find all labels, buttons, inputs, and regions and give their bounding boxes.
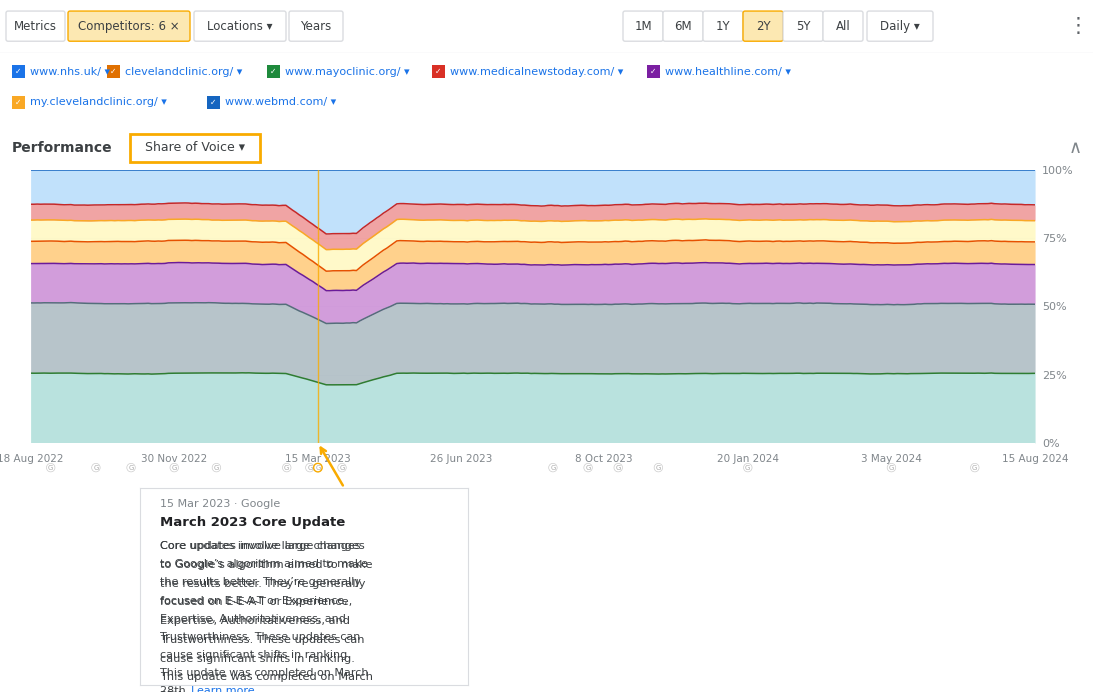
Text: Expertise, Authoritativeness, and: Expertise, Authoritativeness, and: [160, 616, 350, 626]
FancyBboxPatch shape: [193, 11, 286, 42]
FancyArrowPatch shape: [320, 448, 343, 486]
Text: ⋮: ⋮: [1068, 16, 1089, 36]
Text: www.nhs.uk/ ▾: www.nhs.uk/ ▾: [30, 66, 110, 77]
FancyBboxPatch shape: [12, 65, 25, 78]
Text: 28th.: 28th.: [160, 686, 192, 692]
Text: Share of Voice ▾: Share of Voice ▾: [145, 141, 245, 154]
Text: Years: Years: [301, 19, 331, 33]
Text: G: G: [307, 464, 313, 471]
Text: www.webmd.com/ ▾: www.webmd.com/ ▾: [225, 98, 337, 107]
Text: 28th.: 28th.: [160, 691, 193, 692]
Text: March 2023 Core Update: March 2023 Core Update: [160, 516, 344, 529]
Text: cause significant shifts in ranking.: cause significant shifts in ranking.: [160, 653, 354, 664]
Text: the results better. They’re generally: the results better. They’re generally: [160, 579, 365, 589]
FancyBboxPatch shape: [867, 11, 933, 42]
Text: www.medicalnewstoday.com/ ▾: www.medicalnewstoday.com/ ▾: [450, 66, 623, 77]
FancyBboxPatch shape: [107, 65, 120, 78]
Text: ∧: ∧: [1069, 138, 1082, 156]
Text: 15 Mar 2023 · Google: 15 Mar 2023 · Google: [160, 499, 280, 509]
Text: G: G: [550, 464, 555, 471]
FancyBboxPatch shape: [663, 11, 703, 42]
FancyBboxPatch shape: [12, 96, 25, 109]
Text: 15 Aug 2024: 15 Aug 2024: [1002, 454, 1068, 464]
Text: 5Y: 5Y: [796, 19, 810, 33]
Text: www.healthline.com/ ▾: www.healthline.com/ ▾: [665, 66, 791, 77]
Text: All: All: [836, 19, 850, 33]
FancyBboxPatch shape: [289, 11, 343, 42]
Text: G: G: [586, 464, 591, 471]
FancyBboxPatch shape: [783, 11, 823, 42]
FancyBboxPatch shape: [647, 65, 660, 78]
Text: ✓: ✓: [270, 67, 277, 76]
Text: Daily ▾: Daily ▾: [880, 19, 920, 33]
Text: ✓: ✓: [210, 98, 216, 107]
Text: G: G: [48, 464, 54, 471]
Text: This update was completed on March: This update was completed on March: [160, 668, 368, 678]
Text: Expertise, Authoritativeness, and: Expertise, Authoritativeness, and: [160, 614, 345, 623]
Text: This update was completed on March: This update was completed on March: [160, 672, 373, 682]
Text: Core updates involve large changes: Core updates involve large changes: [160, 541, 360, 551]
Text: 2Y: 2Y: [755, 19, 771, 33]
Text: Core updates involve large changes: Core updates involve large changes: [160, 541, 364, 551]
FancyBboxPatch shape: [623, 11, 663, 42]
Text: G: G: [172, 464, 177, 471]
Text: Performance: Performance: [12, 140, 113, 154]
Text: the results better. They’re generally: the results better. They’re generally: [160, 577, 361, 588]
Text: G: G: [656, 464, 661, 471]
FancyBboxPatch shape: [743, 11, 783, 42]
Text: 18 Aug 2022: 18 Aug 2022: [0, 454, 63, 464]
FancyBboxPatch shape: [130, 134, 260, 161]
Text: 28th.: 28th.: [160, 691, 189, 692]
Text: Metrics: Metrics: [14, 19, 57, 33]
Text: ✓: ✓: [650, 67, 657, 76]
Text: Learn more: Learn more: [191, 686, 255, 692]
Text: G: G: [128, 464, 133, 471]
Text: Locations ▾: Locations ▾: [208, 19, 273, 33]
Text: 26 Jun 2023: 26 Jun 2023: [431, 454, 493, 464]
Text: focused on E-E-A-T or Experience,: focused on E-E-A-T or Experience,: [160, 597, 352, 608]
Text: Competitors: 6 ×: Competitors: 6 ×: [79, 19, 180, 33]
Text: 30 Nov 2022: 30 Nov 2022: [141, 454, 208, 464]
Text: clevelandclinic.org/ ▾: clevelandclinic.org/ ▾: [125, 66, 243, 77]
Text: 6M: 6M: [674, 19, 692, 33]
Text: 3 May 2024: 3 May 2024: [861, 454, 921, 464]
FancyBboxPatch shape: [703, 11, 743, 42]
Text: Trustworthiness. These updates can: Trustworthiness. These updates can: [160, 635, 364, 645]
Text: 20 Jan 2024: 20 Jan 2024: [717, 454, 779, 464]
Text: G: G: [315, 464, 320, 471]
Text: to Google’s algorithm aimed to make: to Google’s algorithm aimed to make: [160, 560, 372, 570]
FancyBboxPatch shape: [68, 11, 190, 42]
Text: G: G: [615, 464, 621, 471]
Text: G: G: [284, 464, 290, 471]
FancyBboxPatch shape: [267, 65, 280, 78]
Text: ✓: ✓: [435, 67, 442, 76]
Text: G: G: [339, 464, 344, 471]
Text: cause significant shifts in ranking.: cause significant shifts in ranking.: [160, 650, 351, 660]
FancyBboxPatch shape: [432, 65, 445, 78]
Text: to Google’s algorithm aimed to make: to Google’s algorithm aimed to make: [160, 559, 367, 570]
Text: ✓: ✓: [15, 67, 22, 76]
Text: my.clevelandclinic.org/ ▾: my.clevelandclinic.org/ ▾: [30, 98, 167, 107]
Text: ✓: ✓: [15, 98, 22, 107]
FancyBboxPatch shape: [207, 96, 220, 109]
Text: 1M: 1M: [634, 19, 651, 33]
Text: 8 Oct 2023: 8 Oct 2023: [575, 454, 633, 464]
FancyBboxPatch shape: [5, 11, 64, 42]
Text: G: G: [972, 464, 977, 471]
Text: 15 Mar 2023: 15 Mar 2023: [285, 454, 351, 464]
Text: 1Y: 1Y: [716, 19, 730, 33]
FancyBboxPatch shape: [823, 11, 863, 42]
Text: ✓: ✓: [110, 67, 117, 76]
Text: www.mayoclinic.org/ ▾: www.mayoclinic.org/ ▾: [285, 66, 410, 77]
Text: focused on E-E-A-T or Experience,: focused on E-E-A-T or Experience,: [160, 596, 348, 606]
Text: Trustworthiness. These updates can: Trustworthiness. These updates can: [160, 632, 360, 642]
Text: G: G: [315, 464, 320, 471]
Text: G: G: [745, 464, 751, 471]
Text: G: G: [93, 464, 98, 471]
Text: G: G: [214, 464, 219, 471]
Text: G: G: [889, 464, 894, 471]
